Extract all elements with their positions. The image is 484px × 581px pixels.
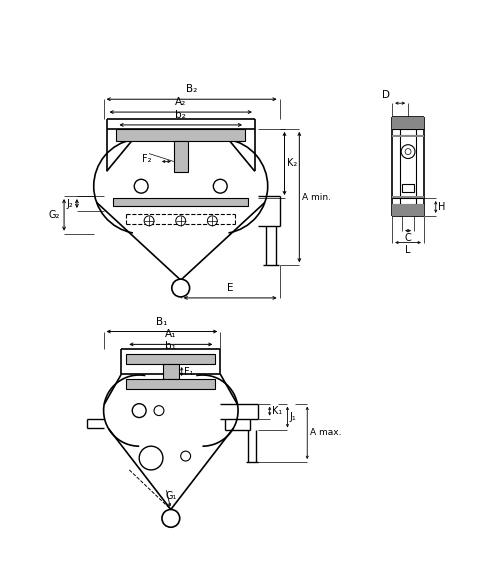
Text: G₂: G₂ (49, 210, 60, 220)
Text: b₁: b₁ (166, 341, 176, 352)
Circle shape (405, 149, 411, 155)
Polygon shape (163, 364, 179, 379)
Text: F₁: F₁ (183, 367, 193, 376)
Text: K₁: K₁ (272, 406, 282, 416)
Polygon shape (117, 129, 245, 141)
Polygon shape (126, 379, 215, 389)
Text: B₂: B₂ (186, 84, 197, 94)
Circle shape (213, 180, 227, 193)
Bar (392, 117, 424, 129)
Circle shape (154, 406, 164, 415)
Text: L: L (405, 245, 411, 254)
Text: A₂: A₂ (175, 97, 186, 107)
Text: K₂: K₂ (287, 159, 298, 168)
Text: H: H (438, 202, 445, 212)
Text: G₁: G₁ (166, 490, 177, 501)
Text: F₂: F₂ (141, 153, 151, 163)
Text: b₂: b₂ (175, 110, 186, 120)
Circle shape (181, 451, 191, 461)
Text: J₁: J₁ (289, 412, 296, 422)
Text: J₂: J₂ (66, 199, 73, 209)
Text: C: C (405, 232, 411, 243)
Bar (392, 204, 424, 216)
Text: A max.: A max. (310, 428, 342, 437)
Circle shape (401, 145, 415, 159)
Polygon shape (174, 141, 188, 173)
Bar (392, 135, 424, 137)
Bar (392, 196, 424, 198)
Text: A₁: A₁ (165, 329, 177, 339)
Polygon shape (113, 198, 248, 206)
Circle shape (208, 216, 217, 226)
Circle shape (144, 216, 154, 226)
Circle shape (139, 446, 163, 470)
Bar (402, 184, 414, 192)
Text: A min.: A min. (302, 192, 332, 202)
Text: D: D (382, 90, 390, 100)
Circle shape (134, 180, 148, 193)
Circle shape (176, 216, 186, 226)
Circle shape (132, 404, 146, 418)
Circle shape (172, 279, 190, 297)
Text: B₁: B₁ (156, 317, 167, 327)
Circle shape (162, 510, 180, 527)
Polygon shape (126, 354, 215, 364)
Text: E: E (227, 283, 233, 293)
